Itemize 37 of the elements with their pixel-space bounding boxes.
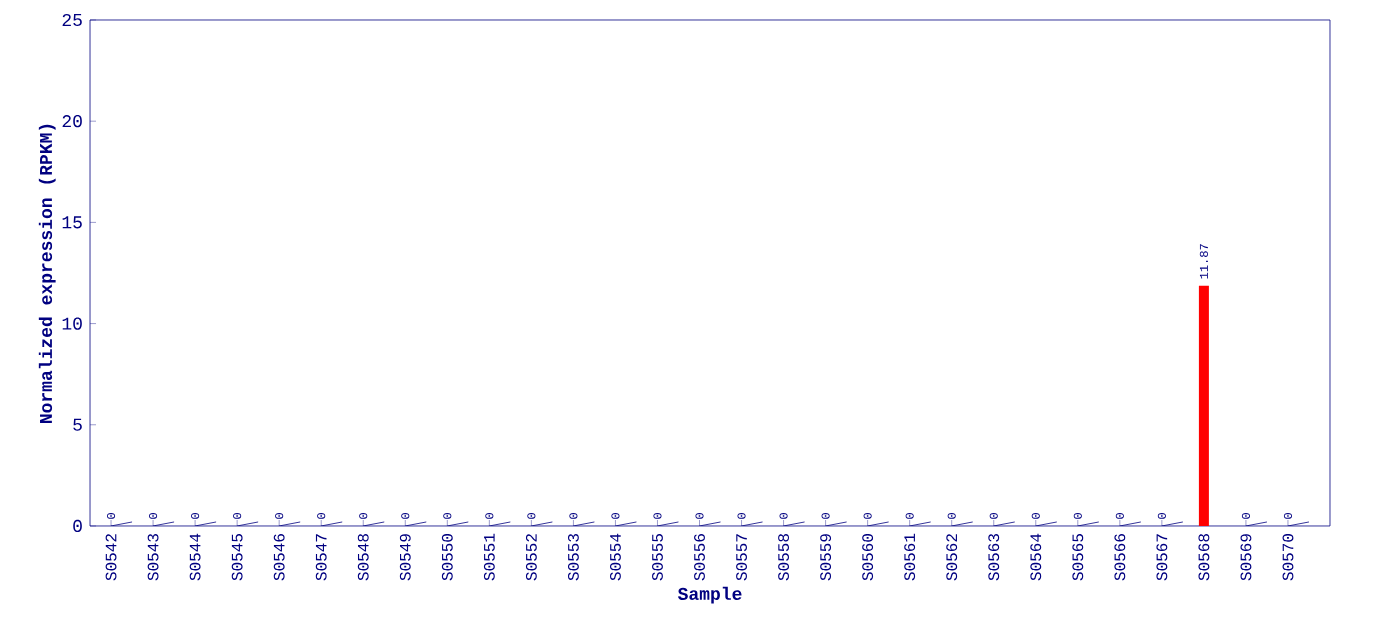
x-tick-label: S0558 (778, 534, 789, 581)
x-tick-label: S0555 (652, 534, 663, 581)
x-tick-label: S0564 (1030, 533, 1042, 581)
y-tick-label: 15 (62, 216, 82, 229)
x-tick-label: S0568 (1198, 534, 1210, 581)
x-tick-label: S0542 (105, 534, 117, 581)
x-tick-label: S0570 (1282, 534, 1294, 581)
y-tick-label: 10 (62, 317, 82, 330)
x-tick-label: S0546 (273, 534, 285, 581)
x-tick-label: S0551 (483, 533, 495, 581)
y-tick-label: 0 (73, 519, 82, 533)
x-tick-label: S0563 (988, 534, 1000, 581)
x-tick-label: S0543 (147, 534, 159, 581)
x-tick-label: S0561 (904, 533, 916, 581)
y-axis-title: Normalized expression (RPKM) (38, 124, 56, 424)
x-tick-label: S0566 (1114, 534, 1126, 581)
x-tick-label: S0562 (946, 534, 958, 581)
x-tick-label: S0556 (694, 534, 705, 581)
x-tick-label: S0549 (399, 534, 411, 581)
x-tick-label: S0550 (441, 534, 453, 581)
x-tick-label: S0548 (357, 534, 369, 581)
x-tick-label: S0557 (736, 534, 747, 581)
x-tick-label: S0554 (610, 533, 621, 581)
y-tick-label: 5 (73, 418, 82, 431)
x-tick-label: S0547 (315, 534, 327, 581)
x-tick-label: S0553 (567, 534, 579, 581)
x-tick-label: S0565 (1072, 534, 1084, 581)
x-axis-title: Sample (677, 586, 742, 604)
x-tick-label: S0552 (525, 534, 537, 581)
x-tick-label: S0569 (1240, 534, 1252, 581)
x-tick-label: S0559 (820, 534, 832, 581)
x-tick-label: S0567 (1156, 534, 1168, 581)
x-tick-label: S0545 (231, 534, 243, 581)
x-tick-label: S0560 (862, 534, 874, 581)
x-tick-label: S0544 (189, 533, 201, 581)
y-tick-label: 20 (62, 115, 82, 128)
y-tick-label: 25 (62, 13, 82, 27)
